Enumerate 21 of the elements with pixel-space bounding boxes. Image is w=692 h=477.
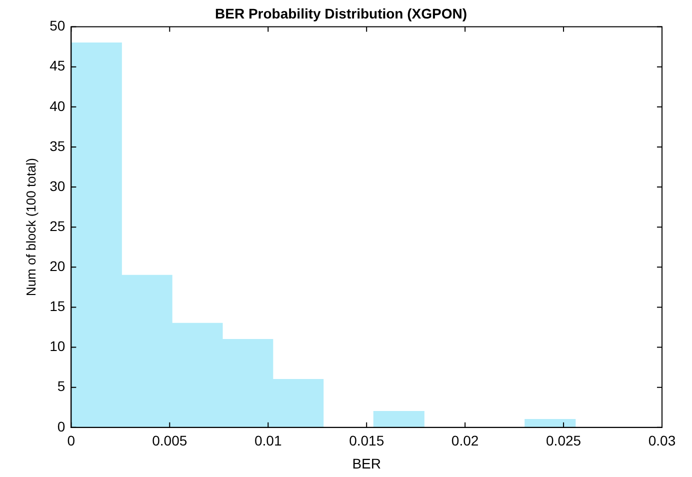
x-tick-label: 0.005: [152, 432, 188, 449]
y-tick-label: 10: [50, 338, 66, 354]
y-tick-label: 0: [57, 418, 66, 434]
x-tick-label: 0.03: [648, 432, 676, 449]
y-tick-label: 20: [50, 258, 66, 274]
chart-title: BER Probability Distribution (XGPON): [214, 5, 468, 22]
y-tick-label: 40: [50, 98, 66, 114]
y-tick-label: 25: [50, 218, 66, 234]
x-tick-label: 0.01: [254, 432, 282, 449]
x-tick-label: 0.015: [349, 432, 384, 449]
x-tick-label: 0.02: [451, 432, 479, 449]
x-axis-title: BER: [352, 455, 381, 472]
x-tick-label: 0: [67, 432, 76, 449]
y-tick-label: 35: [50, 138, 66, 154]
y-tick-label: 45: [50, 58, 66, 74]
y-axis-title: Num of block (100 total): [23, 158, 38, 296]
y-tick-label: 30: [50, 178, 66, 194]
x-tick-label: 0.025: [546, 432, 582, 449]
y-tick-label: 15: [50, 298, 66, 314]
y-tick-label: 5: [57, 378, 66, 394]
y-tick-label: 50: [50, 18, 66, 34]
